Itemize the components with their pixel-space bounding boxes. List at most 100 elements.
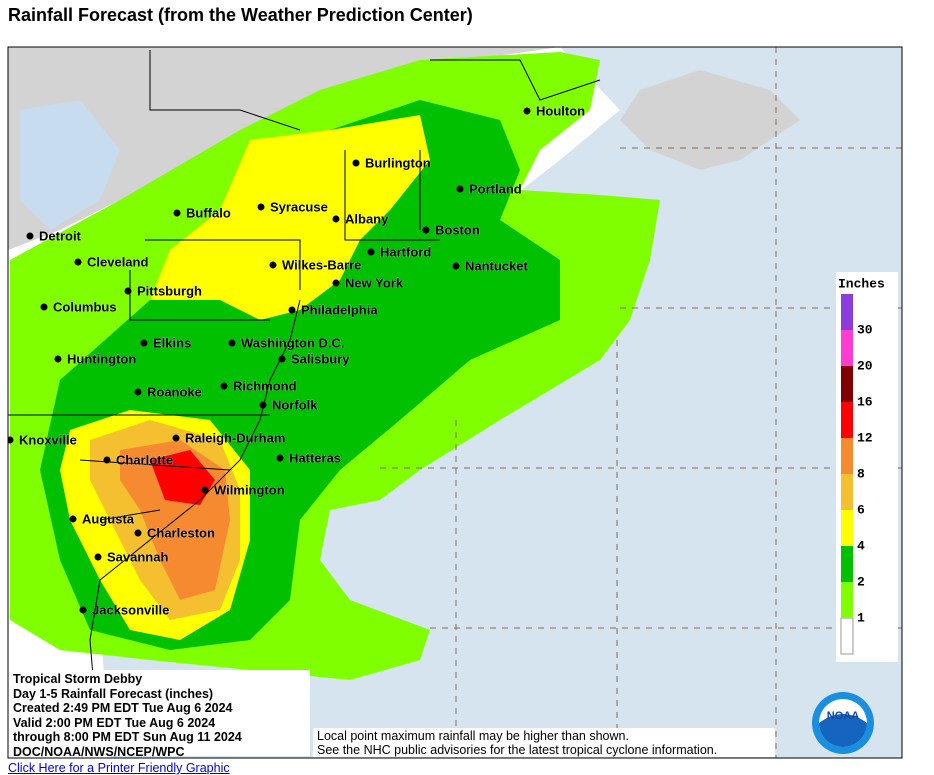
- city-label: Detroit: [39, 228, 82, 243]
- city-label: Raleigh-Durham: [185, 430, 285, 445]
- city-label: Elkins: [153, 335, 191, 350]
- map-frame: [7, 46, 903, 759]
- legend-swatch: [841, 402, 853, 438]
- legend-title: Inches: [838, 276, 885, 291]
- city-dot: [54, 355, 62, 363]
- city-label: Richmond: [233, 378, 297, 393]
- city-dot: [134, 388, 142, 396]
- city-dot: [269, 261, 277, 269]
- legend-swatch: [840, 617, 854, 655]
- city-dot: [456, 185, 464, 193]
- city-label: Charlotte: [116, 452, 173, 467]
- info-line: Tropical Storm Debby: [13, 672, 143, 686]
- city-label: Jacksonville: [92, 602, 169, 617]
- city-label: Hartford: [380, 244, 431, 259]
- city-label: Wilkes-Barre: [282, 257, 361, 272]
- logo-text: NOAA: [827, 710, 859, 722]
- info-line: DOC/NOAA/NWS/NCEP/WPC: [13, 744, 185, 759]
- city-dot: [8, 436, 14, 444]
- city-label: Huntington: [67, 351, 136, 366]
- noaa-logo: NOAA: [812, 692, 874, 754]
- city-dot: [523, 107, 531, 115]
- grid: [380, 47, 902, 758]
- city-dot: [103, 456, 111, 464]
- city-label: Salisbury: [291, 351, 350, 366]
- canada-land: [8, 47, 560, 250]
- city-label: Knoxville: [19, 432, 77, 447]
- city-dot: [332, 279, 340, 287]
- info-line: through 8:00 PM EDT Sun Aug 11 2024: [13, 730, 242, 744]
- rain-4in: [150, 115, 430, 320]
- city-dot: [422, 226, 430, 234]
- city-dot: [332, 215, 340, 223]
- city-label: Roanoke: [147, 384, 202, 399]
- rain-12in: [150, 450, 215, 505]
- title: Rainfall Forecast (from the Weather Pred…: [8, 5, 473, 25]
- legend-swatch: [841, 330, 853, 366]
- city-label: Hatteras: [289, 450, 341, 465]
- city-label: Albany: [345, 211, 389, 226]
- city-dot: [69, 515, 77, 523]
- city-label: Pittsburgh: [137, 283, 202, 298]
- city-dot: [140, 339, 148, 347]
- printer-link[interactable]: Click Here for a Printer Friendly Graphi…: [8, 761, 230, 775]
- city-label: New York: [345, 275, 404, 290]
- great-lakes: [20, 100, 280, 275]
- city-label: Columbus: [53, 299, 117, 314]
- legend-label: 20: [857, 358, 873, 373]
- city-dot: [172, 434, 180, 442]
- legend-swatch: [841, 366, 853, 402]
- city-label: Wilmington: [214, 482, 285, 497]
- legend-label: 2: [857, 574, 865, 589]
- city-label: Charleston: [147, 525, 215, 540]
- city-label: Burlington: [365, 155, 431, 170]
- city-dot: [173, 209, 181, 217]
- info-line: Valid 2:00 PM EDT Tue Aug 6 2024: [13, 715, 216, 730]
- city-label: Cleveland: [87, 254, 148, 269]
- info-box: Tropical Storm Debby Day 1-5 Rainfall For…: [10, 670, 310, 759]
- city-dot: [74, 258, 82, 266]
- disclaimer-line: Local point maximum rainfall may be high…: [317, 729, 629, 743]
- legend-label: 4: [857, 538, 865, 553]
- city-dot: [228, 339, 236, 347]
- city-dot: [288, 306, 296, 314]
- city-label: Buffalo: [186, 205, 231, 220]
- city-dot: [134, 529, 142, 537]
- city-labels: Houlton Burlington Portland Buffalo Syracuse…: [8, 103, 586, 618]
- legend-label: 30: [857, 322, 873, 337]
- legend-swatch: [841, 546, 853, 582]
- city-dot: [257, 203, 265, 211]
- city-dot: [352, 159, 360, 167]
- legend-swatch: [841, 294, 853, 330]
- city-dot: [79, 606, 87, 614]
- legend-label: 12: [857, 430, 873, 445]
- legend-label: 16: [857, 394, 873, 409]
- city-dot: [259, 401, 267, 409]
- city-dot: [452, 262, 460, 270]
- city-label: Philadelphia: [301, 302, 378, 317]
- city-dot: [278, 355, 286, 363]
- city-label: Savannah: [107, 549, 168, 564]
- disclaimer: Local point maximum rainfall may be high…: [313, 728, 775, 757]
- city-dot: [40, 303, 48, 311]
- info-line: Day 1-5 Rainfall Forecast (inches): [13, 686, 214, 701]
- nova-scotia: [620, 70, 800, 170]
- legend-label: 1: [857, 610, 865, 625]
- legend-label: 6: [857, 502, 865, 517]
- city-dot: [124, 287, 132, 295]
- city-dot: [26, 232, 34, 240]
- city-label: Boston: [435, 222, 480, 237]
- city-dot: [220, 382, 228, 390]
- city-dot: [367, 248, 375, 256]
- city-dot: [94, 553, 102, 561]
- city-label: Washington D.C.: [241, 335, 345, 350]
- legend-swatch: [841, 510, 853, 546]
- disclaimer-line: See the NHC public advisories for the la…: [317, 743, 718, 757]
- city-dot: [201, 486, 209, 494]
- legend-swatch: [841, 438, 853, 474]
- legend-swatch: [841, 582, 853, 618]
- legend-swatch: [841, 474, 853, 510]
